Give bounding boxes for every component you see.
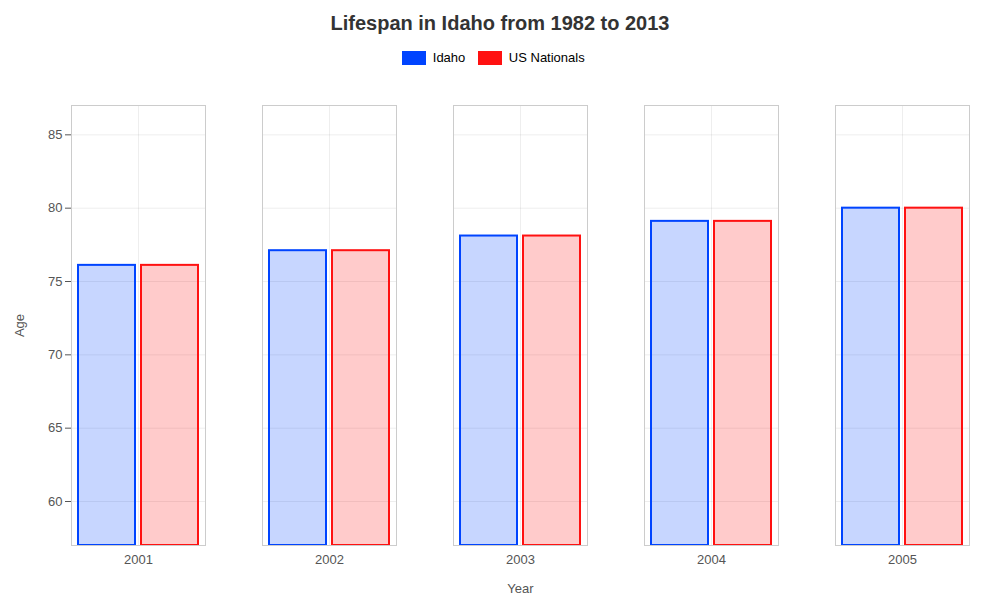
svg-text:2001: 2001 [124,551,153,566]
html-text:Lifespan in Idaho from 1982 to: Lifespan in Idaho from 1982 to 2013 [330,12,670,34]
html-text:Idaho: Idaho [432,50,466,65]
svg-text:2003: 2003 [506,551,535,566]
svg-text:65: 65 [48,420,62,435]
svg-text:2004: 2004 [697,551,726,566]
svg-text:80: 80 [48,200,62,215]
svg-text:Age: Age [12,313,27,336]
html-text:US Nationals: US Nationals [508,50,585,65]
svg-text:75: 75 [48,273,62,288]
svg-text:Year: Year [507,580,534,595]
svg-text:70: 70 [48,346,62,361]
svg-text:85: 85 [48,126,62,141]
svg-text:2002: 2002 [315,551,344,566]
svg-text:60: 60 [48,493,62,508]
svg-text:2005: 2005 [888,551,917,566]
